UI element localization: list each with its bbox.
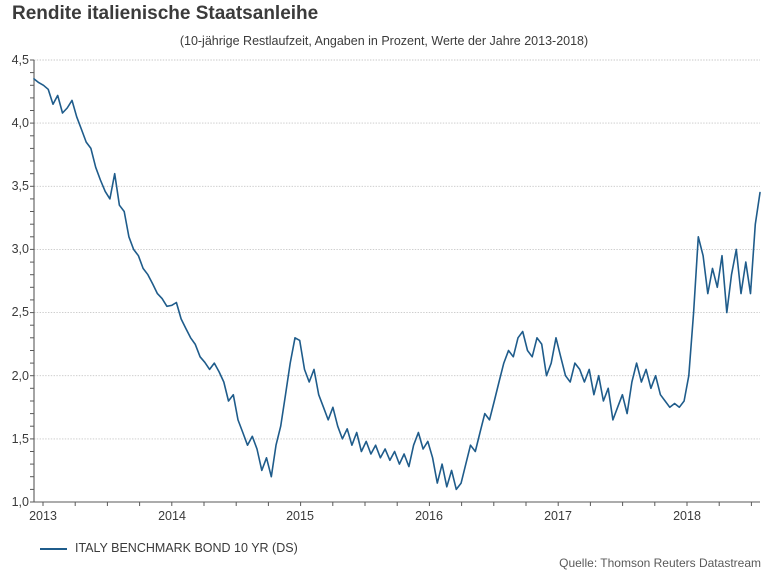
svg-text:2016: 2016: [415, 509, 443, 523]
svg-text:2015: 2015: [286, 509, 314, 523]
svg-text:3,0: 3,0: [12, 242, 29, 256]
svg-text:2,0: 2,0: [12, 369, 29, 383]
svg-text:2013: 2013: [29, 509, 57, 523]
svg-text:2017: 2017: [544, 509, 572, 523]
svg-text:2,5: 2,5: [12, 305, 29, 319]
svg-text:4,0: 4,0: [12, 116, 29, 130]
svg-text:1,5: 1,5: [12, 432, 29, 446]
svg-text:2014: 2014: [158, 509, 186, 523]
svg-text:2018: 2018: [673, 509, 701, 523]
svg-text:4,5: 4,5: [12, 53, 29, 67]
svg-text:3,5: 3,5: [12, 179, 29, 193]
svg-text:1,0: 1,0: [12, 495, 29, 509]
